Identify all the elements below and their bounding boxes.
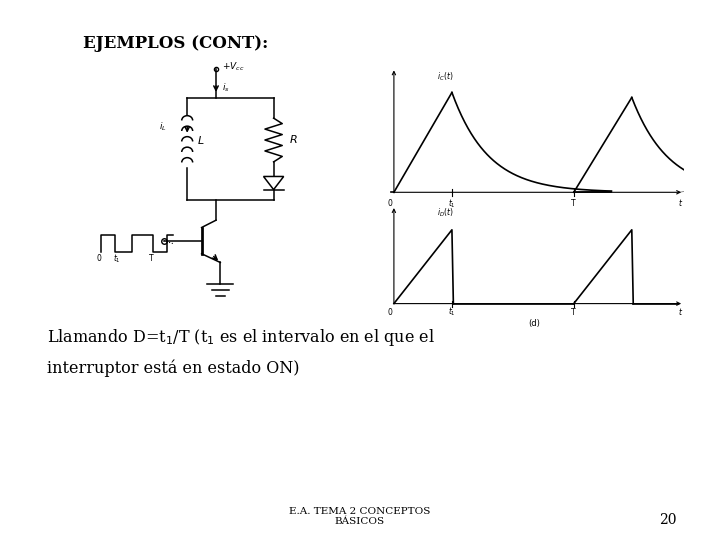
Text: $t_1$: $t_1$ [113, 252, 120, 265]
Text: $+V_{cc}$: $+V_{cc}$ [222, 61, 244, 73]
Text: $t_1$: $t_1$ [448, 306, 456, 318]
Text: $i_s$: $i_s$ [222, 82, 230, 94]
Text: t: t [678, 308, 681, 316]
Text: R: R [289, 135, 297, 145]
Text: 0: 0 [387, 199, 392, 208]
Text: E.A. TEMA 2 CONCEPTOS
BÁSICOS: E.A. TEMA 2 CONCEPTOS BÁSICOS [289, 507, 431, 526]
Text: t: t [678, 199, 681, 208]
Text: T: T [572, 199, 576, 208]
Text: T: T [149, 254, 153, 263]
Text: 0: 0 [387, 308, 392, 316]
Text: Llamando D=t$_1$/T (t$_1$ es el intervalo en el que el: Llamando D=t$_1$/T (t$_1$ es el interval… [47, 327, 435, 348]
Text: $i_L$: $i_L$ [159, 120, 167, 133]
Text: T: T [572, 308, 576, 316]
Text: $i_C(t)$: $i_C(t)$ [438, 71, 454, 84]
Text: $t_1$: $t_1$ [448, 197, 456, 210]
Text: 20: 20 [660, 512, 677, 526]
Text: L: L [197, 137, 204, 146]
Text: interruptor está en estado ON): interruptor está en estado ON) [47, 359, 300, 376]
Text: 0: 0 [97, 254, 102, 263]
Text: (d): (d) [528, 319, 541, 328]
Text: EJEMPLOS (CONT):: EJEMPLOS (CONT): [83, 35, 268, 52]
Text: $i_D(t)$: $i_D(t)$ [438, 206, 454, 219]
